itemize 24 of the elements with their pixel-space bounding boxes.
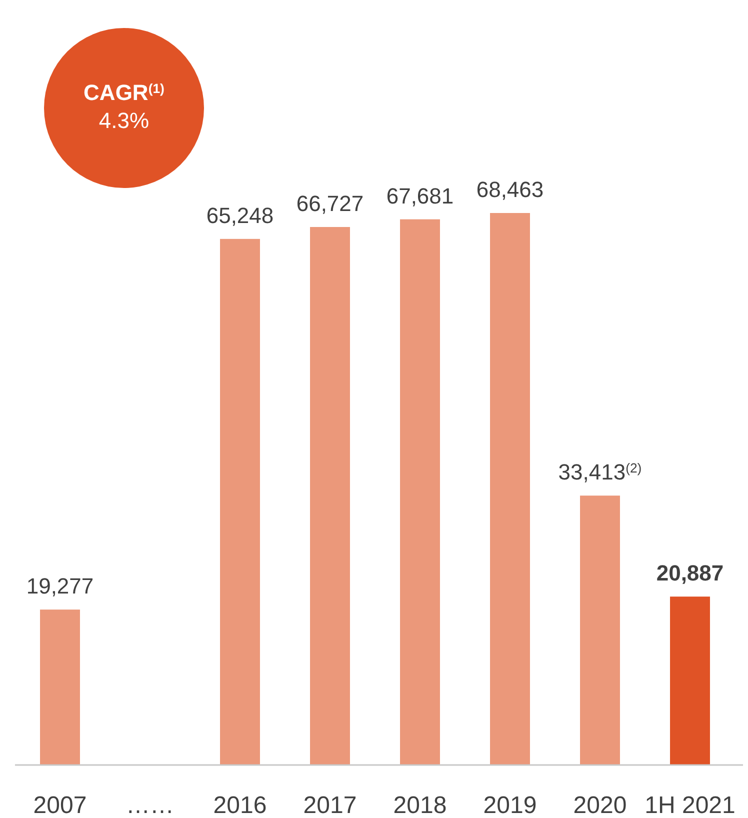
x-tick-label: 1H 2021 <box>644 792 736 818</box>
data-label: 66,727 <box>296 190 364 216</box>
bar <box>310 226 350 765</box>
bar <box>40 610 80 765</box>
bar <box>400 219 440 765</box>
text: 4.3% <box>98 108 150 133</box>
data-label: 20,887 <box>656 560 724 586</box>
x-tick-label: 2020 <box>573 792 627 818</box>
bar <box>580 496 620 765</box>
data-label: 19,277 <box>26 574 94 599</box>
x-tick-label: 2016 <box>213 792 267 818</box>
x-tick-label: 2017 <box>303 792 357 818</box>
x-tick-label: 2007 <box>33 792 87 818</box>
x-tick-label: …… <box>126 792 174 818</box>
bar <box>670 596 710 765</box>
x-tick-label: 2018 <box>393 792 447 818</box>
text: CAGR$^{(1)}$ <box>84 80 164 105</box>
data-label: 68,463 <box>476 177 544 202</box>
bar <box>220 238 260 765</box>
data-label: 65,248 <box>206 202 274 228</box>
x-tick-label: 2019 <box>483 792 537 818</box>
data-label: 67,681 <box>386 183 454 208</box>
data-label: 33,413$^{(2)}$ <box>558 460 642 485</box>
bar <box>490 213 530 765</box>
